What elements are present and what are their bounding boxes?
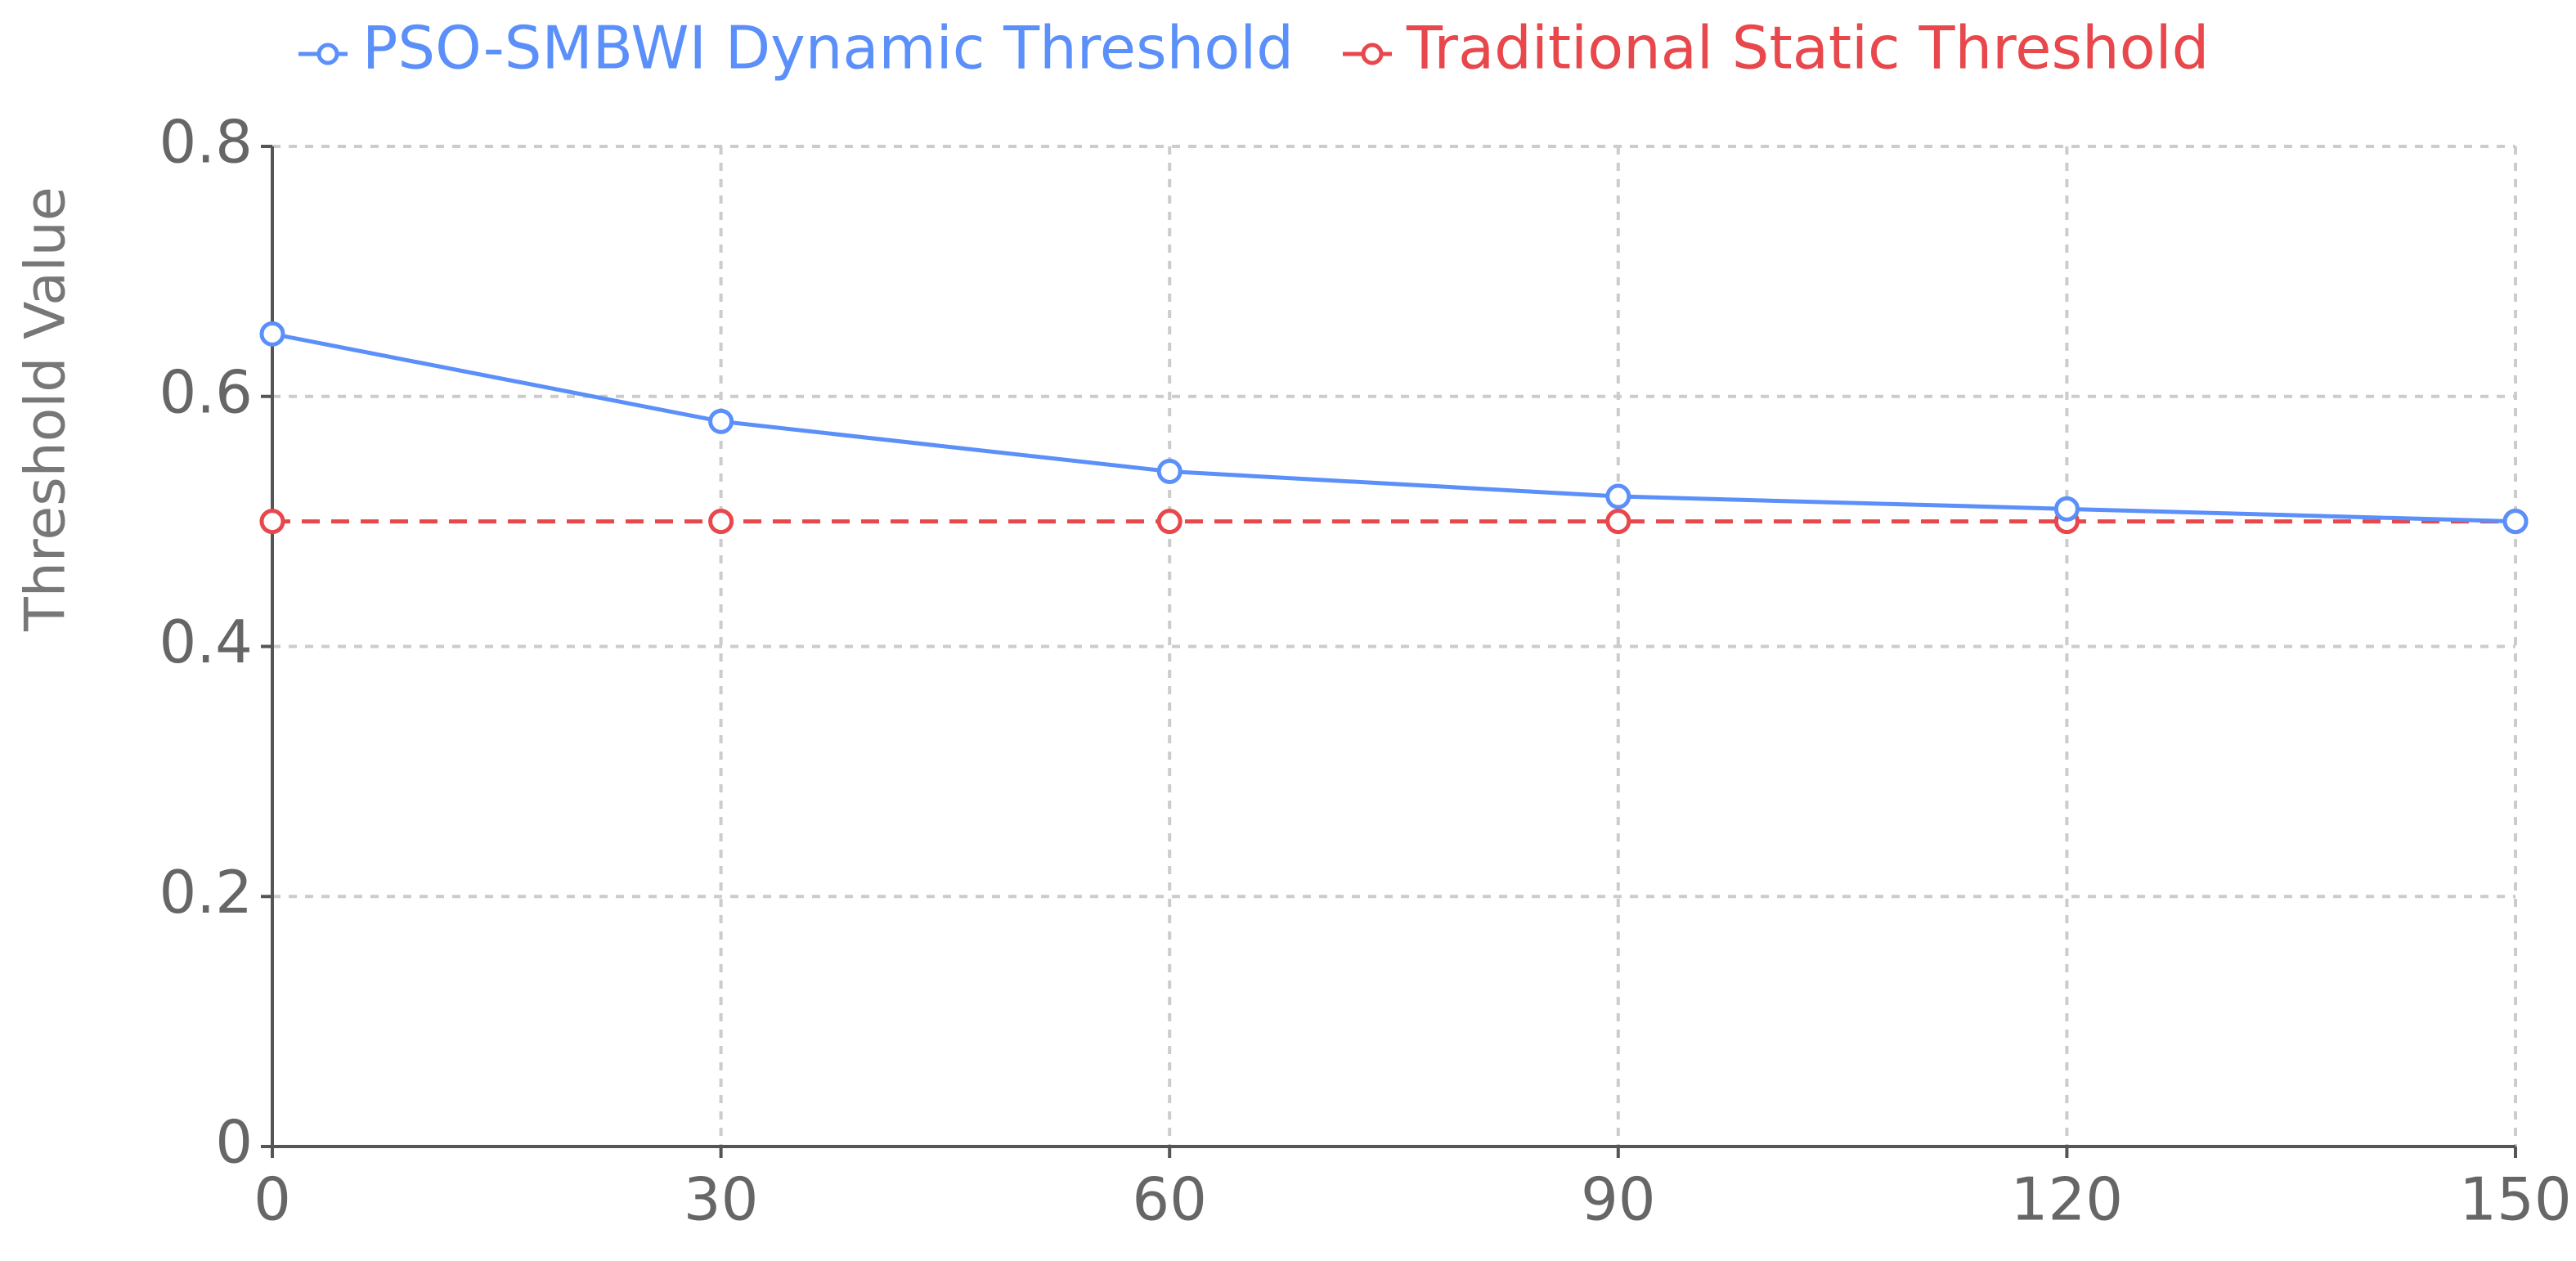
x-tick-label: 90 — [1581, 1165, 1656, 1234]
data-point — [259, 321, 285, 347]
legend: PSO-SMBWI Dynamic Threshold Traditional S… — [298, 14, 2209, 83]
x-tick-label: 150 — [2459, 1165, 2571, 1234]
data-point — [2053, 496, 2080, 522]
data-point — [1156, 458, 1183, 484]
y-tick-label: 0.2 — [159, 858, 253, 927]
legend-marker — [1361, 43, 1384, 65]
y-axis-label: Threshold Value — [14, 186, 79, 631]
data-point — [2502, 509, 2529, 535]
y-tick-label: 0.8 — [159, 108, 253, 177]
data-point — [708, 408, 734, 434]
data-point — [1605, 483, 1631, 509]
x-tick-label: 0 — [254, 1165, 291, 1234]
data-point — [708, 509, 734, 535]
y-tick-label: 0 — [215, 1108, 253, 1177]
data-point — [259, 509, 285, 535]
x-tick-label: 60 — [1132, 1165, 1207, 1234]
y-tick-label: 0.4 — [159, 608, 253, 676]
data-point — [1156, 509, 1183, 535]
x-tick-label: 120 — [2011, 1165, 2123, 1234]
legend-label: Traditional Static Threshold — [1406, 14, 2209, 83]
x-tick-label: 30 — [684, 1165, 759, 1234]
data-point — [1605, 509, 1631, 535]
legend-marker — [316, 43, 339, 65]
series-line — [272, 331, 2516, 524]
y-tick-label: 0.6 — [159, 357, 253, 426]
legend-label: PSO-SMBWI Dynamic Threshold — [362, 14, 1294, 83]
